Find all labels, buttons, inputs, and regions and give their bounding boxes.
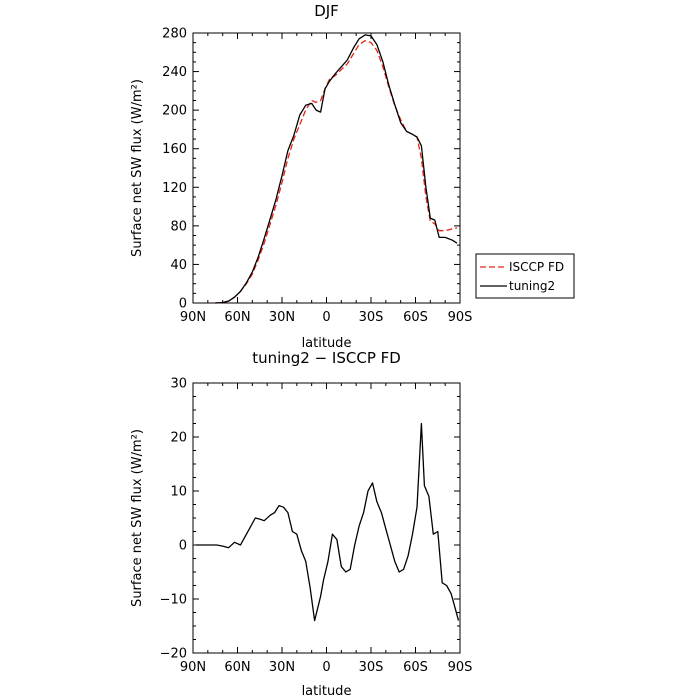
x-tick-label: 60N xyxy=(224,310,250,325)
y-axis-title: Surface net SW flux (W/m²) xyxy=(130,79,145,257)
legend-box xyxy=(475,253,575,299)
x-tick-label: 30S xyxy=(359,310,384,325)
x-tick-label: 60N xyxy=(224,660,250,675)
y-tick-label: 160 xyxy=(162,142,187,157)
x-tick-label: 90N xyxy=(180,660,206,675)
y-tick-label: 0 xyxy=(179,539,187,554)
chart-title: DJF xyxy=(314,2,339,20)
y-tick-label: 40 xyxy=(170,258,187,273)
y-tick-label: 120 xyxy=(162,181,187,196)
legend-label: tuning2 xyxy=(509,279,555,293)
x-axis-title: latitude xyxy=(302,684,352,699)
series-line-tuning2 xyxy=(215,34,458,304)
y-tick-label: 200 xyxy=(162,104,187,119)
x-tick-label: 60S xyxy=(403,310,428,325)
x-tick-label: 30N xyxy=(269,660,295,675)
x-axis-title: latitude xyxy=(302,336,352,351)
legend-label: ISCCP FD xyxy=(509,260,564,274)
y-tick-label: 240 xyxy=(162,65,187,80)
y-tick-label: −20 xyxy=(160,647,187,662)
y-tick-label: 280 xyxy=(162,27,187,42)
x-tick-label: 0 xyxy=(322,310,330,325)
y-tick-label: 0 xyxy=(179,297,187,312)
x-tick-label: 0 xyxy=(322,660,330,675)
y-tick-label: 10 xyxy=(170,485,187,500)
plot-frame xyxy=(192,32,461,304)
chart-title: tuning2 − ISCCP FD xyxy=(252,349,401,367)
flux-chart: 90N 60N 30N 0 30S 60S 90S 0 40 80 120 160 200 240 280 D… xyxy=(130,2,575,351)
x-tick-label: 90S xyxy=(448,310,473,325)
series-line-isccp-fd xyxy=(215,40,458,304)
x-tick-label: 90S xyxy=(448,660,473,675)
y-tick-label: 20 xyxy=(170,431,187,446)
x-tick-label: 90N xyxy=(180,310,206,325)
y-tick-label: −10 xyxy=(160,593,187,608)
x-tick-label: 30N xyxy=(269,310,295,325)
y-tick-label: 30 xyxy=(170,377,187,392)
x-tick-label: 60S xyxy=(403,660,428,675)
difference-chart: 90N 60N 30N 0 30S 60S 90S −20 −10 0 10 20 30 tuning2 … xyxy=(130,349,472,699)
y-tick-label: 80 xyxy=(170,219,187,234)
series-line-0 xyxy=(196,422,460,622)
plot-frame xyxy=(192,382,461,654)
legend: ISCCP FD tuning2 xyxy=(475,253,575,299)
y-axis-title: Surface net SW flux (W/m²) xyxy=(130,429,145,607)
x-tick-label: 30S xyxy=(359,660,384,675)
